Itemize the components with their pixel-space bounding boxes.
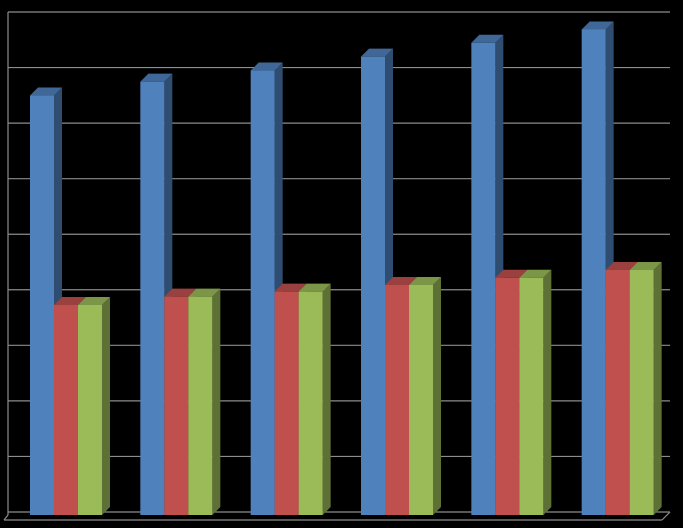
bar-top [250, 62, 283, 71]
bar-top [298, 283, 331, 292]
bar-top [30, 87, 62, 96]
bar [409, 285, 433, 515]
bar [188, 296, 213, 515]
bar [581, 29, 606, 515]
bar [605, 270, 630, 515]
bar-side [212, 288, 221, 515]
bar-top [54, 297, 86, 305]
bar-top [581, 21, 614, 30]
bar [471, 42, 496, 516]
bar [54, 305, 78, 515]
floor-edge [3, 514, 9, 521]
bar [30, 95, 54, 516]
bar-side [433, 277, 441, 515]
bar-top [188, 288, 221, 297]
floor-right [661, 511, 671, 521]
bar [519, 277, 544, 515]
bar [78, 305, 102, 515]
bar [274, 291, 299, 515]
bar [385, 285, 409, 515]
bar-top [495, 269, 528, 278]
bar [298, 291, 323, 515]
bar-top [274, 283, 307, 292]
bar [495, 277, 520, 515]
bar-side [653, 262, 662, 515]
bar-top [519, 269, 552, 278]
bar [164, 296, 189, 515]
bar-top [361, 48, 393, 57]
bar [140, 81, 165, 516]
bar-side [102, 297, 110, 515]
bar-top [605, 262, 638, 270]
bar-top [629, 262, 662, 270]
bar [629, 270, 654, 515]
bar-top [164, 288, 197, 297]
bar-top [409, 277, 441, 285]
bar [361, 56, 385, 516]
bar-side [543, 269, 552, 515]
bar-top [78, 297, 110, 305]
bar-top [385, 277, 417, 285]
bar-side [322, 283, 331, 515]
bar [250, 70, 275, 516]
bar-top [471, 34, 504, 43]
bar-top [140, 73, 173, 82]
